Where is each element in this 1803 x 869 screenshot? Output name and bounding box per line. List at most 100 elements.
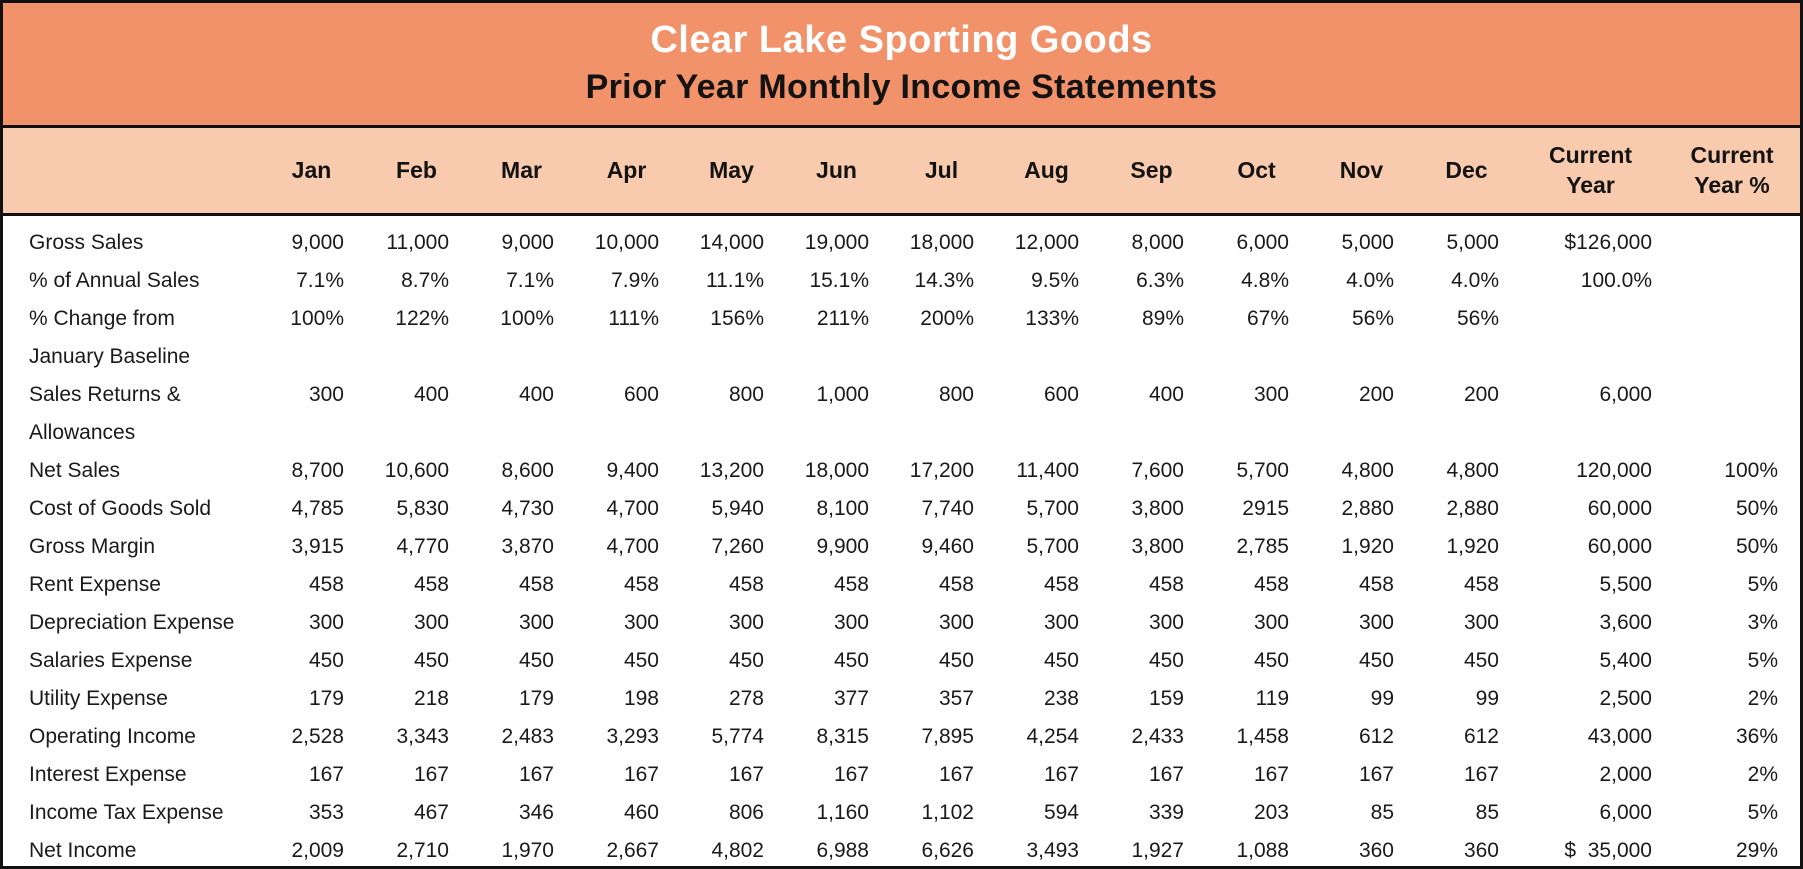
cell: 179 [308, 686, 344, 710]
cell: 238 [1043, 686, 1079, 710]
cell: 9,900 [816, 534, 869, 558]
cell: 9,460 [921, 534, 974, 558]
cell: 3% [1747, 610, 1778, 634]
cell: 200 [1358, 382, 1394, 406]
cell: 100.0% [1580, 268, 1652, 292]
cell [1519, 300, 1662, 376]
cell: 167 [1148, 762, 1184, 786]
cell: 458 [308, 572, 344, 596]
cell: 8.7% [401, 268, 449, 292]
table-row-utility-expense: Utility Expense 179 218 179 198 278 377 357 238 1… [3, 680, 1800, 718]
cell: 346 [518, 800, 554, 824]
cell [1662, 300, 1800, 376]
cell: 9,000 [291, 230, 344, 254]
cell: 218 [413, 686, 449, 710]
cell: 200% [920, 306, 974, 330]
column-header-aug: Aug [1024, 157, 1069, 184]
row-label: Salaries Expense [29, 648, 193, 672]
row-label: Net Income [29, 838, 137, 862]
cell: 9,400 [606, 458, 659, 482]
row-label: Sales Returns & Allowances [29, 382, 181, 444]
cell: 167 [308, 762, 344, 786]
cell: 1,458 [1236, 724, 1289, 748]
column-header-sep: Sep [1130, 157, 1173, 184]
cell: 339 [1148, 800, 1184, 824]
cell: 89% [1141, 306, 1184, 330]
cell: 9,000 [501, 230, 554, 254]
cell: 167 [623, 762, 659, 786]
cell: 211% [816, 306, 869, 330]
cell: 2,528 [291, 724, 344, 748]
cell: 100% [1724, 458, 1778, 482]
cell: 7.1% [506, 268, 554, 292]
cell: 6,626 [921, 838, 974, 862]
column-header-may: May [709, 157, 754, 184]
cell: 458 [1148, 572, 1184, 596]
cell: 4,802 [711, 838, 764, 862]
row-label: Gross Margin [29, 534, 156, 558]
cell: 15.1% [809, 268, 869, 292]
table-row-depreciation-expense: Depreciation Expense 300 300 300 300 300 300 30… [3, 604, 1800, 642]
cell: 3,915 [291, 534, 344, 558]
cell: 2% [1747, 686, 1778, 710]
cell: 600 [623, 382, 659, 406]
cell: 3,293 [606, 724, 659, 748]
cell: 122% [395, 306, 449, 330]
cell: 2,433 [1131, 724, 1184, 748]
cell: 1,970 [501, 838, 554, 862]
cell: 119 [1255, 686, 1289, 710]
row-label: Gross Sales [29, 230, 144, 254]
cell: 2,667 [606, 838, 659, 862]
table-row-operating-income: Operating Income 2,528 3,343 2,483 3,293 5,77… [3, 718, 1800, 756]
cell: 4,770 [396, 534, 449, 558]
cell: 3,870 [501, 534, 554, 558]
cell: 56% [1351, 306, 1394, 330]
cell: 167 [1043, 762, 1079, 786]
cell: 450 [308, 648, 344, 672]
cell: 7,600 [1131, 458, 1184, 482]
cell: 100% [500, 306, 554, 330]
cell: 458 [1253, 572, 1289, 596]
cell: 67% [1246, 306, 1289, 330]
cell: 2,009 [291, 838, 344, 862]
cell [1662, 214, 1800, 262]
cell: 458 [1358, 572, 1394, 596]
table-row-gross-sales: Gross Sales 9,000 11,000 9,000 10,000 14,000 1… [3, 214, 1800, 262]
table-row-interest-expense: Interest Expense 167 167 167 167 167 167 167 167… [3, 756, 1800, 794]
cell: 450 [1043, 648, 1079, 672]
cell: 100% [290, 306, 344, 330]
cell: 5% [1747, 800, 1778, 824]
column-header-feb: Feb [396, 157, 437, 184]
cell: 467 [413, 800, 449, 824]
cell: 377 [833, 686, 869, 710]
cell: 11,000 [386, 230, 449, 254]
cell: 300 [1253, 610, 1289, 634]
cell: 450 [1358, 648, 1394, 672]
cell: 56% [1456, 306, 1499, 330]
cell: 2,500 [1599, 686, 1652, 710]
cell: 278 [728, 686, 764, 710]
cell: 167 [728, 762, 764, 786]
cell: 50% [1735, 534, 1778, 558]
cell: 19,000 [804, 230, 869, 254]
cell: 5,500 [1599, 572, 1652, 596]
cell: 300 [1043, 610, 1079, 634]
cell: 60,000 [1587, 534, 1652, 558]
cell: 4.0% [1451, 268, 1499, 292]
cell: 458 [623, 572, 659, 596]
table-row-gross-margin: Gross Margin 3,915 4,770 3,870 4,700 7,260 9,9… [3, 528, 1800, 566]
column-header-jun: Jun [816, 157, 857, 184]
column-header-nov: Nov [1339, 157, 1384, 184]
cell: 85 [1475, 800, 1499, 824]
column-header-dec: Dec [1445, 157, 1488, 184]
cell: 50% [1735, 496, 1778, 520]
cell: 167 [1253, 762, 1289, 786]
cell: 5,000 [1446, 230, 1499, 254]
cell: 198 [623, 686, 659, 710]
cell: 6,988 [816, 838, 869, 862]
cell: 4,800 [1446, 458, 1499, 482]
cell: 450 [833, 648, 869, 672]
cell: 2,483 [501, 724, 554, 748]
cell: 120,000 [1576, 458, 1652, 482]
